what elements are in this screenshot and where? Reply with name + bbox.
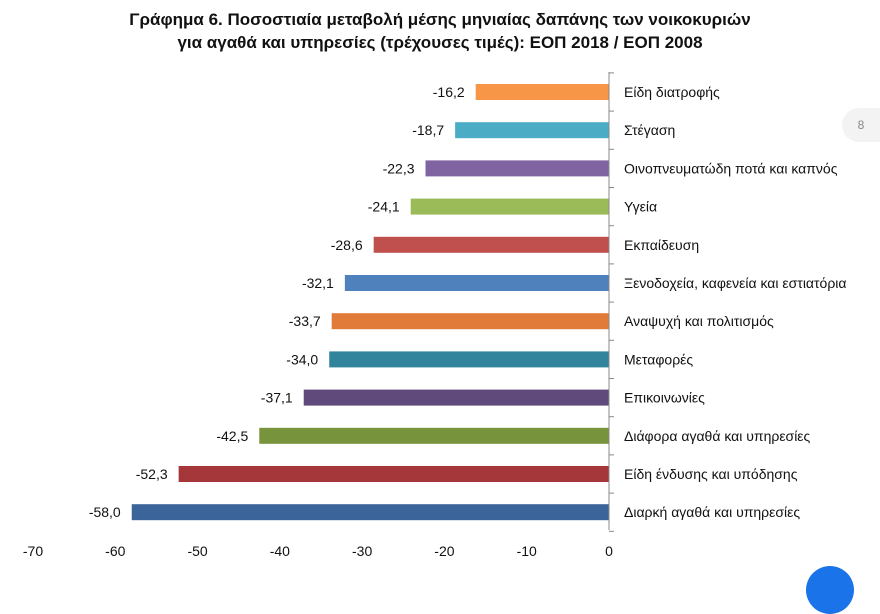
category-label: Ξενοδοχεία, καφενεία και εστιατόρια [624,275,847,291]
bar-value-label: -32,1 [302,275,334,291]
x-tick-label: -40 [270,543,290,559]
x-tick-label: -50 [187,543,207,559]
bar-value-label: -33,7 [289,313,321,329]
category-label: Επικοινωνίες [624,390,705,406]
bar-value-label: -22,3 [383,160,415,176]
bar [303,389,609,406]
x-tick-label: -70 [23,543,43,559]
page-number-badge: 8 [842,108,880,142]
bar [331,313,609,330]
bar [344,275,609,291]
bar [373,236,609,253]
x-tick-label: 0 [605,543,613,559]
chart-title: Γράφημα 6. Ποσοστιαία μεταβολή μέσης μην… [0,8,880,54]
bar [425,160,609,177]
bar [178,466,609,482]
bar [410,198,609,215]
bar [259,427,609,444]
x-tick-label: -60 [105,543,125,559]
floating-action-button[interactable] [806,566,854,614]
bar [131,504,609,521]
category-label: Στέγαση [624,122,675,138]
bar-value-label: -28,6 [331,237,363,253]
bar-value-label: -16,2 [433,84,465,100]
category-label: Εκπαίδευση [624,237,699,253]
x-tick-label: -20 [434,543,454,559]
category-label: Είδη ένδυσης και υπόδησης [624,466,798,482]
bar-value-label: -58,0 [89,504,121,520]
bar-value-label: -34,0 [286,351,318,367]
x-tick-label: -30 [352,543,372,559]
category-label: Είδη διατροφής [624,84,720,100]
bar-chart: -16,2 Είδη διατροφής -18,7 Στέγαση -22,3 Οινο… [23,72,847,559]
bar-value-label: -18,7 [412,122,444,138]
bar [455,122,609,139]
category-label: Οινοπνευματώδη ποτά και καπνός [624,160,838,176]
bar-value-label: -42,5 [216,428,248,444]
category-label: Υγεία [624,199,657,215]
category-label: Διάφορα αγαθά και υπηρεσίες [624,428,811,444]
category-label: Διαρκή αγαθά και υπηρεσίες [624,504,800,520]
bar [329,351,609,368]
bar [475,84,609,100]
chart-title-line-2: για αγαθά και υπηρεσίες (τρέχουσες τιμές… [177,33,703,52]
x-tick-label: -10 [517,543,537,559]
category-label: Αναψυχή και πολιτισμός [624,313,774,329]
bar-value-label: -24,1 [368,199,400,215]
bar-value-label: -37,1 [261,390,293,406]
bar-value-label: -52,3 [136,466,168,482]
category-label: Μεταφορές [624,351,693,367]
chart-title-line-1: Γράφημα 6. Ποσοστιαία μεταβολή μέσης μην… [129,10,751,29]
